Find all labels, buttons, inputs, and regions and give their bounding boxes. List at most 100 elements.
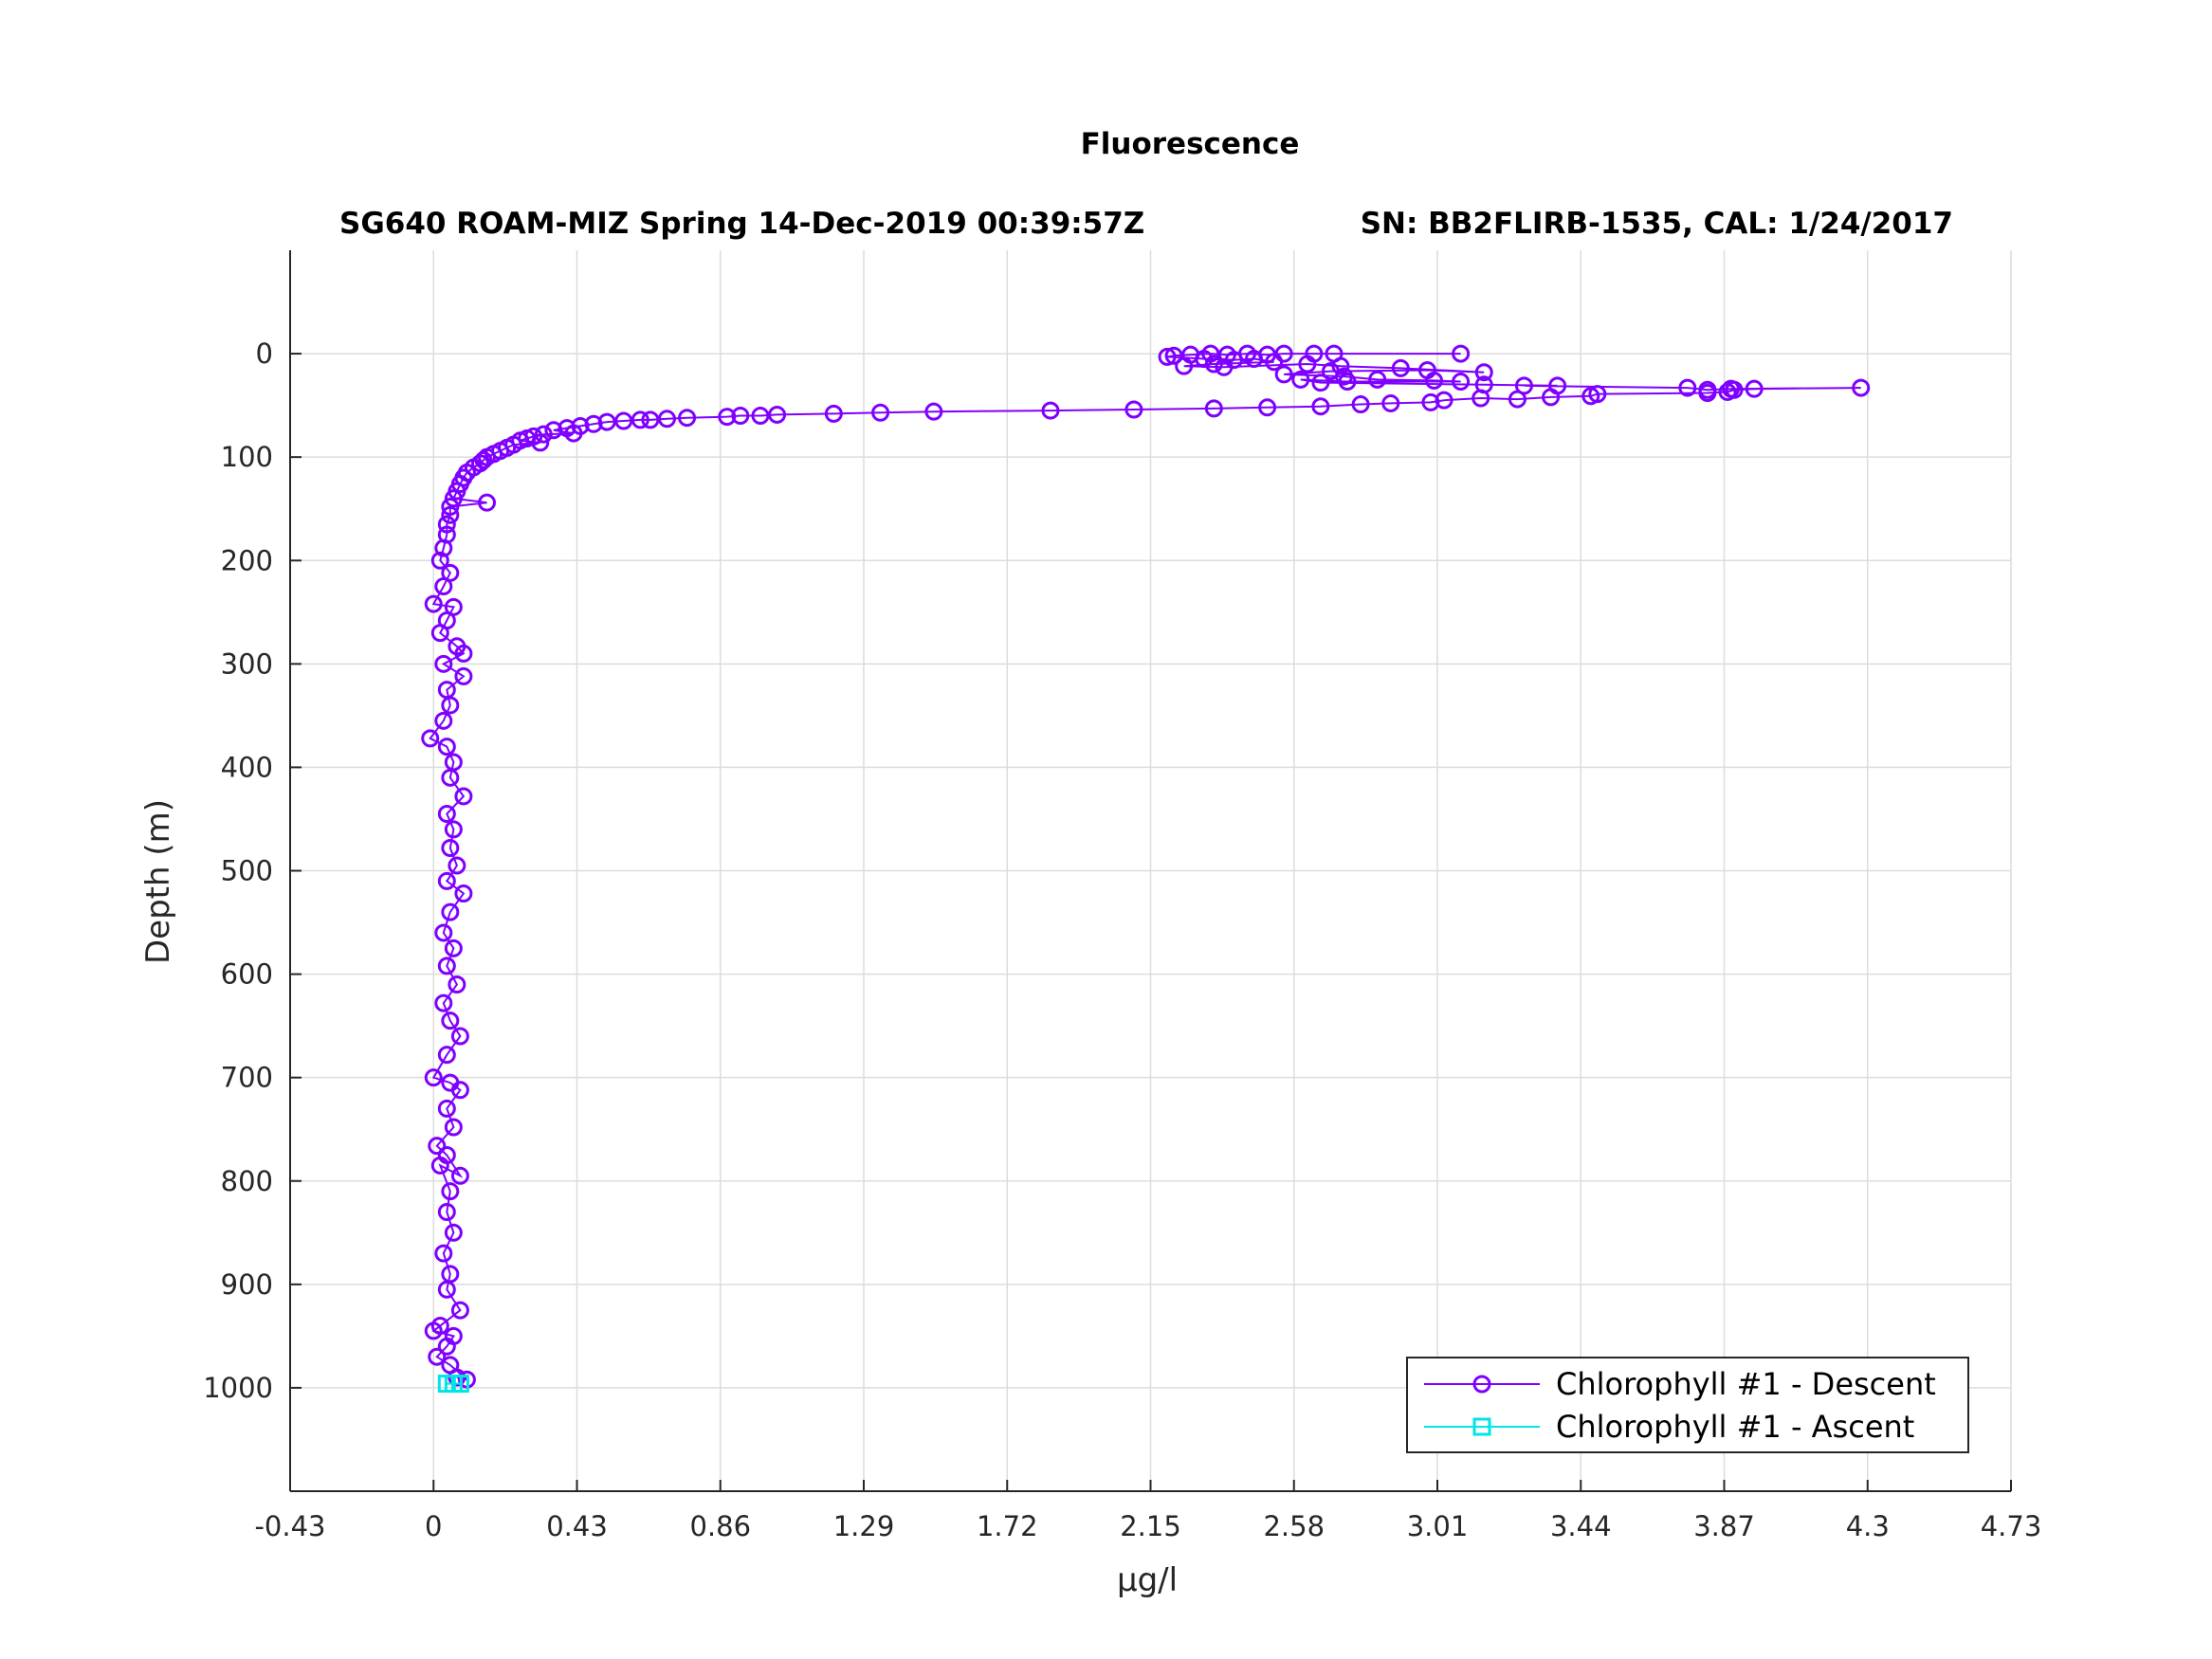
descent-point bbox=[584, 414, 603, 433]
x-tick-label: 4.3 bbox=[1846, 1510, 1890, 1542]
descent-point bbox=[437, 1337, 456, 1356]
y-tick-label: 1000 bbox=[203, 1372, 273, 1404]
descent-point bbox=[1581, 387, 1600, 406]
y-tick-label: 500 bbox=[221, 855, 273, 887]
descent-point bbox=[444, 1223, 463, 1242]
legend-ascent-marker bbox=[1472, 1417, 1491, 1436]
descent-point bbox=[441, 696, 460, 715]
descent-point bbox=[1124, 400, 1143, 419]
descent-point bbox=[424, 594, 443, 613]
legend-box bbox=[1406, 1357, 1969, 1453]
x-axis-ticks: -0.43 0 0.43 0.86 1.29 1.72 2.15 2.58 3.01 3.44 3.… bbox=[254, 1480, 2041, 1542]
y-tick-label: 0 bbox=[256, 337, 273, 370]
descent-point bbox=[1204, 355, 1223, 374]
descent-point bbox=[534, 425, 553, 444]
descent-point bbox=[751, 407, 770, 426]
descent-point bbox=[441, 1182, 460, 1201]
descent-point bbox=[1331, 356, 1350, 375]
descent-point bbox=[1245, 350, 1264, 369]
descent-point bbox=[441, 839, 460, 858]
y-tick-label: 100 bbox=[221, 441, 273, 473]
descent-point bbox=[441, 902, 460, 921]
descent-point bbox=[437, 738, 456, 757]
descent-point bbox=[450, 1081, 469, 1100]
descent-point bbox=[1351, 395, 1370, 414]
descent-point bbox=[441, 505, 460, 524]
descent-point bbox=[564, 424, 583, 443]
ascent-point bbox=[450, 1375, 469, 1394]
x-tick-label: 3.87 bbox=[1693, 1510, 1755, 1542]
descent-point bbox=[434, 654, 453, 673]
descent-point bbox=[437, 871, 456, 890]
descent-point bbox=[428, 1347, 447, 1366]
x-tick-label: 1.72 bbox=[977, 1510, 1038, 1542]
descent-point bbox=[434, 1244, 453, 1263]
descent-point bbox=[1542, 388, 1561, 407]
x-tick-label: 0.86 bbox=[689, 1510, 751, 1542]
descent-point bbox=[441, 768, 460, 787]
y-tick-label: 600 bbox=[221, 958, 273, 991]
descent-point bbox=[678, 409, 697, 428]
descent-point bbox=[448, 856, 466, 875]
descent-point bbox=[1678, 378, 1697, 397]
descent-point bbox=[437, 515, 456, 534]
legend-descent-label: Chlorophyll #1 - Descent bbox=[1556, 1366, 1936, 1402]
descent-point bbox=[444, 489, 463, 508]
x-tick-label: -0.43 bbox=[254, 1510, 325, 1542]
descent-point bbox=[454, 666, 473, 685]
chart-subtitle-glider: SG640 ROAM-MIZ Spring 14-Dec-2019 00:39:… bbox=[339, 207, 1144, 241]
descent-point bbox=[421, 729, 440, 748]
descent-point bbox=[718, 408, 737, 427]
descent-point bbox=[924, 402, 943, 421]
descent-point bbox=[1311, 374, 1330, 392]
descent-point bbox=[437, 1046, 456, 1065]
descent-point bbox=[1298, 355, 1317, 374]
descent-point bbox=[1158, 347, 1177, 366]
descent-point bbox=[1424, 371, 1443, 390]
y-axis-ticks: 0 100 200 300 400 500 600 700 800 900 1000 bbox=[203, 337, 302, 1404]
x-tick-label: 1.29 bbox=[833, 1510, 895, 1542]
descent-point bbox=[531, 433, 550, 452]
x-tick-label: 2.15 bbox=[1120, 1510, 1181, 1542]
descent-point bbox=[1215, 357, 1234, 376]
descent-point bbox=[1274, 365, 1293, 384]
descent-point bbox=[544, 421, 563, 440]
descent-point bbox=[478, 493, 497, 512]
x-tick-label: 2.58 bbox=[1263, 1510, 1325, 1542]
descent-point bbox=[428, 1137, 447, 1156]
descent-point bbox=[1452, 373, 1471, 392]
descent-point bbox=[1698, 384, 1717, 403]
chart-subtitle-sensor: SN: BB2FLIRB-1535, CAL: 1/24/2017 bbox=[1361, 207, 1953, 241]
descent-point bbox=[434, 994, 453, 1012]
y-tick-label: 800 bbox=[221, 1165, 273, 1197]
descent-point bbox=[434, 711, 453, 730]
descent-point bbox=[450, 1027, 469, 1046]
descent-point bbox=[437, 1202, 456, 1221]
descent-point bbox=[1195, 350, 1214, 369]
descent-point bbox=[430, 1156, 449, 1175]
descent-point bbox=[1852, 378, 1871, 397]
descent-point bbox=[614, 411, 633, 430]
descent-point bbox=[424, 1068, 443, 1087]
descent-point bbox=[1421, 392, 1440, 411]
y-tick-label: 900 bbox=[221, 1268, 273, 1301]
descent-point bbox=[444, 1118, 463, 1137]
x-tick-label: 0.43 bbox=[546, 1510, 608, 1542]
descent-point bbox=[454, 787, 473, 806]
descent-point bbox=[441, 498, 460, 517]
descent-point bbox=[424, 1322, 443, 1340]
descent-point bbox=[1391, 358, 1410, 377]
descent-point bbox=[657, 410, 676, 428]
descent-point bbox=[1718, 382, 1737, 401]
descent-point bbox=[1291, 370, 1310, 389]
y-tick-label: 700 bbox=[221, 1062, 273, 1094]
descent-point bbox=[437, 957, 456, 975]
x-tick-label: 3.44 bbox=[1550, 1510, 1612, 1542]
descent-point bbox=[641, 410, 660, 429]
descent-point bbox=[454, 644, 473, 663]
descent-point bbox=[1164, 346, 1183, 365]
descent-point bbox=[450, 1166, 469, 1185]
y-tick-label: 300 bbox=[221, 647, 273, 680]
descent-point bbox=[448, 975, 466, 994]
